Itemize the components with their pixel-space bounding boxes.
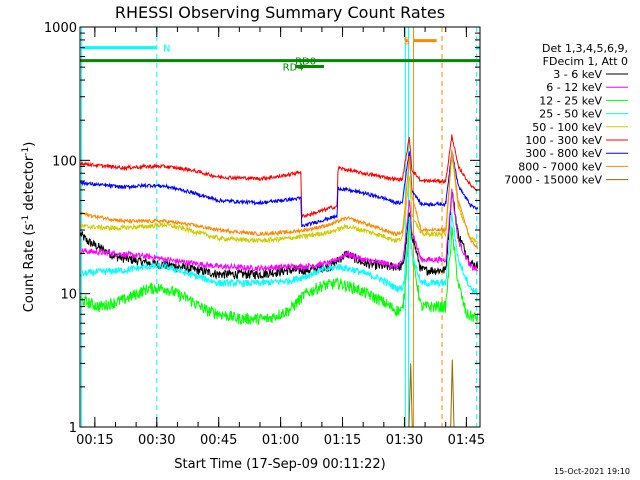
y-tick-label-0: 1 (69, 421, 77, 436)
legend-label-6: 300 - 800 keV (525, 147, 602, 160)
y-axis-label: Count Rate (s-1 detector-1) (21, 142, 37, 313)
series-line-3 (80, 212, 479, 297)
plot-frame (79, 26, 481, 428)
legend-label-4: 50 - 100 keV (532, 121, 602, 134)
legend-header-line-1: Det 1,3,4,5,6,9, (542, 42, 628, 55)
y-tick-label-1: 10 (60, 288, 77, 303)
x-axis: 00:15 00:30 00:45 01:00 01:15 01:30 01:45 (76, 27, 485, 448)
state-label-3: RD4 (283, 63, 304, 74)
y-tick-label-3: 1000 (44, 21, 77, 36)
series-line-1 (80, 188, 478, 272)
series-layer (80, 134, 479, 428)
chart-title: RHESSI Observing Summary Count Rates (115, 3, 445, 22)
legend-label-7: 800 - 7000 keV (518, 160, 602, 173)
series-line-7 (80, 149, 479, 250)
footer-timestamp: 15-Oct-2021 19:10 (554, 467, 630, 476)
legend-label-1: 6 - 12 keV (546, 81, 602, 94)
x-tick-label-6: 01:45 (448, 433, 485, 448)
x-tick-label-2: 00:45 (200, 433, 237, 448)
legend-label-2: 12 - 25 keV (539, 94, 602, 107)
x-tick-label-1: 00:30 (138, 433, 175, 448)
series-line-8 (408, 359, 455, 428)
state-label-2: RD0 (295, 57, 316, 68)
legend-label-3: 25 - 50 keV (539, 108, 602, 121)
x-tick-label-3: 01:00 (262, 433, 299, 448)
series-line-4 (80, 154, 479, 244)
x-tick-label-0: 00:15 (76, 433, 113, 448)
state-label-1: S (404, 37, 410, 48)
legend-label-5: 100 - 300 keV (525, 134, 602, 147)
legend: Det 1,3,4,5,6,9, FDecim 1, Att 0 3 - 6 k… (504, 42, 628, 187)
vertical-markers (81, 27, 478, 427)
legend-label-0: 3 - 6 keV (553, 68, 602, 81)
y-axis: 1 10 100 1000 (44, 21, 480, 436)
x-tick-label-4: 01:15 (324, 433, 361, 448)
series-line-6 (80, 151, 479, 228)
x-axis-label: Start Time (17-Sep-09 00:11:22) (174, 457, 385, 472)
legend-header-line-2: FDecim 1, Att 0 (543, 55, 628, 68)
legend-label-8: 7000 - 15000 keV (504, 174, 602, 187)
y-tick-label-2: 100 (52, 154, 77, 169)
x-tick-label-5: 01:30 (386, 433, 423, 448)
series-line-5 (80, 134, 478, 219)
state-label-0: N (163, 44, 170, 55)
